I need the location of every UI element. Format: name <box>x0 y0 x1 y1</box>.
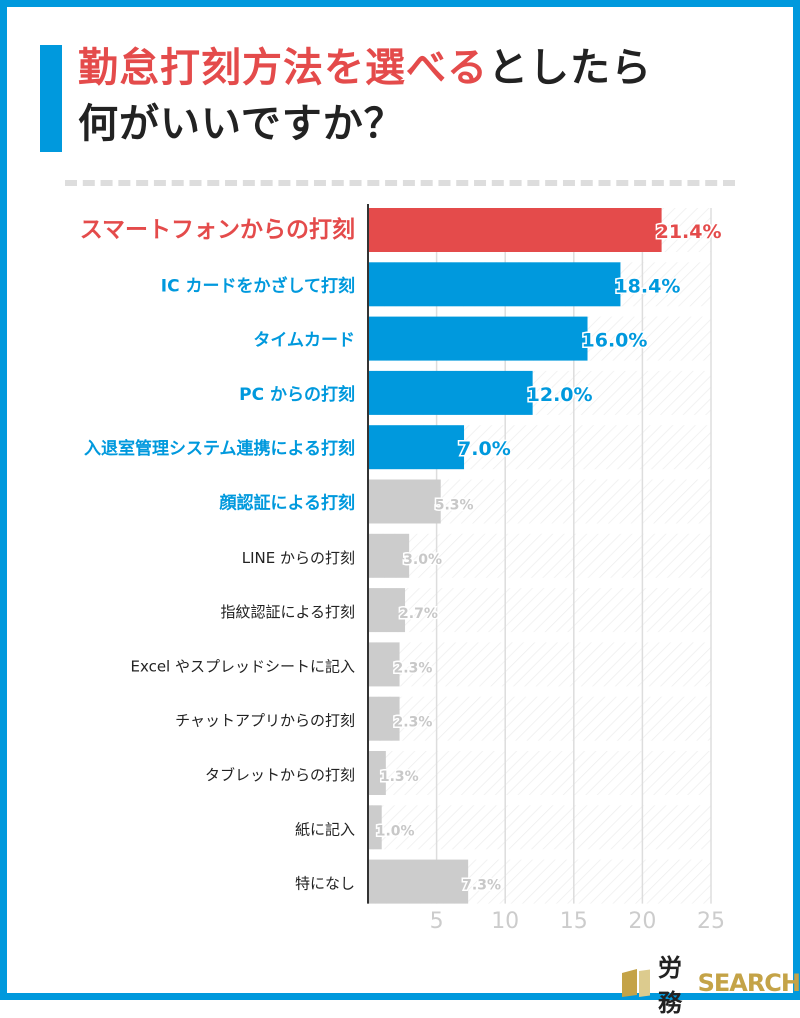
bar <box>368 642 400 687</box>
value-label: 18.4% <box>614 275 680 297</box>
value-label: 12.0% <box>527 384 593 406</box>
category-label: スマートフォンからの打刻 <box>80 216 355 243</box>
value-label: 2.3% <box>394 660 433 676</box>
category-label: タイムカード <box>253 331 355 351</box>
title-line2: 何がいいですか？ <box>78 101 405 147</box>
book-logo-icon <box>622 969 651 997</box>
value-label: 1.0% <box>376 823 415 839</box>
bar <box>368 859 469 904</box>
category-label: 指紋認証による打刻 <box>220 603 355 621</box>
title-highlight: 勤怠打刻方法を選べる <box>78 45 488 91</box>
category-label: タブレットからの打刻 <box>205 766 355 784</box>
value-label: 2.3% <box>394 715 433 731</box>
value-label: 7.3% <box>462 878 501 894</box>
brand-latin: SEARCH <box>697 969 800 997</box>
bar <box>368 316 588 361</box>
category-label: PC からの打刻 <box>239 384 355 405</box>
bar <box>368 751 386 795</box>
bar-background <box>368 533 711 578</box>
bar <box>368 479 441 524</box>
bar <box>368 425 465 470</box>
x-tick-label: 5 <box>430 909 444 934</box>
divider <box>65 180 735 186</box>
title-accent-bar <box>40 45 62 152</box>
brand-logo: 労務 SEARCH <box>622 948 800 1018</box>
category-label: LINE からの打刻 <box>242 549 355 567</box>
page-title: 勤怠打刻方法を選べるとしたら 何がいいですか？ <box>78 40 652 152</box>
value-label: 16.0% <box>582 330 648 352</box>
category-label: 紙に記入 <box>295 820 355 838</box>
category-label: 顔認証による打刻 <box>219 493 356 514</box>
category-label: チャットアプリからの打刻 <box>175 712 355 730</box>
x-tick-label: 20 <box>628 909 656 934</box>
bar-background <box>368 751 711 795</box>
value-label: 1.3% <box>380 769 419 785</box>
x-tick-label: 15 <box>560 909 588 934</box>
bar-background <box>368 805 711 850</box>
bar <box>368 208 662 252</box>
value-label: 7.0% <box>458 438 511 460</box>
bar <box>368 696 400 741</box>
category-label: 入退室管理システム連携による打刻 <box>84 438 355 459</box>
category-label: 特になし <box>295 875 355 893</box>
bar-background <box>368 696 711 741</box>
bar <box>368 262 621 307</box>
value-label: 3.0% <box>403 552 442 568</box>
bar <box>368 533 410 578</box>
bar <box>368 805 382 850</box>
value-label: 21.4% <box>656 221 722 243</box>
x-tick-label: 10 <box>491 909 519 934</box>
bar <box>368 370 533 415</box>
title-rest: としたら <box>488 45 652 91</box>
bar <box>368 588 406 633</box>
brand-kanji: 労務 <box>658 954 683 1017</box>
bar-background <box>368 642 711 687</box>
bar-background <box>368 588 711 633</box>
value-label: 2.7% <box>399 606 438 622</box>
category-label: Excel やスプレッドシートに記入 <box>130 657 355 675</box>
x-tick-label: 25 <box>697 909 725 934</box>
category-label: IC カードをかざして打刻 <box>161 275 355 296</box>
value-label: 5.3% <box>435 498 474 514</box>
